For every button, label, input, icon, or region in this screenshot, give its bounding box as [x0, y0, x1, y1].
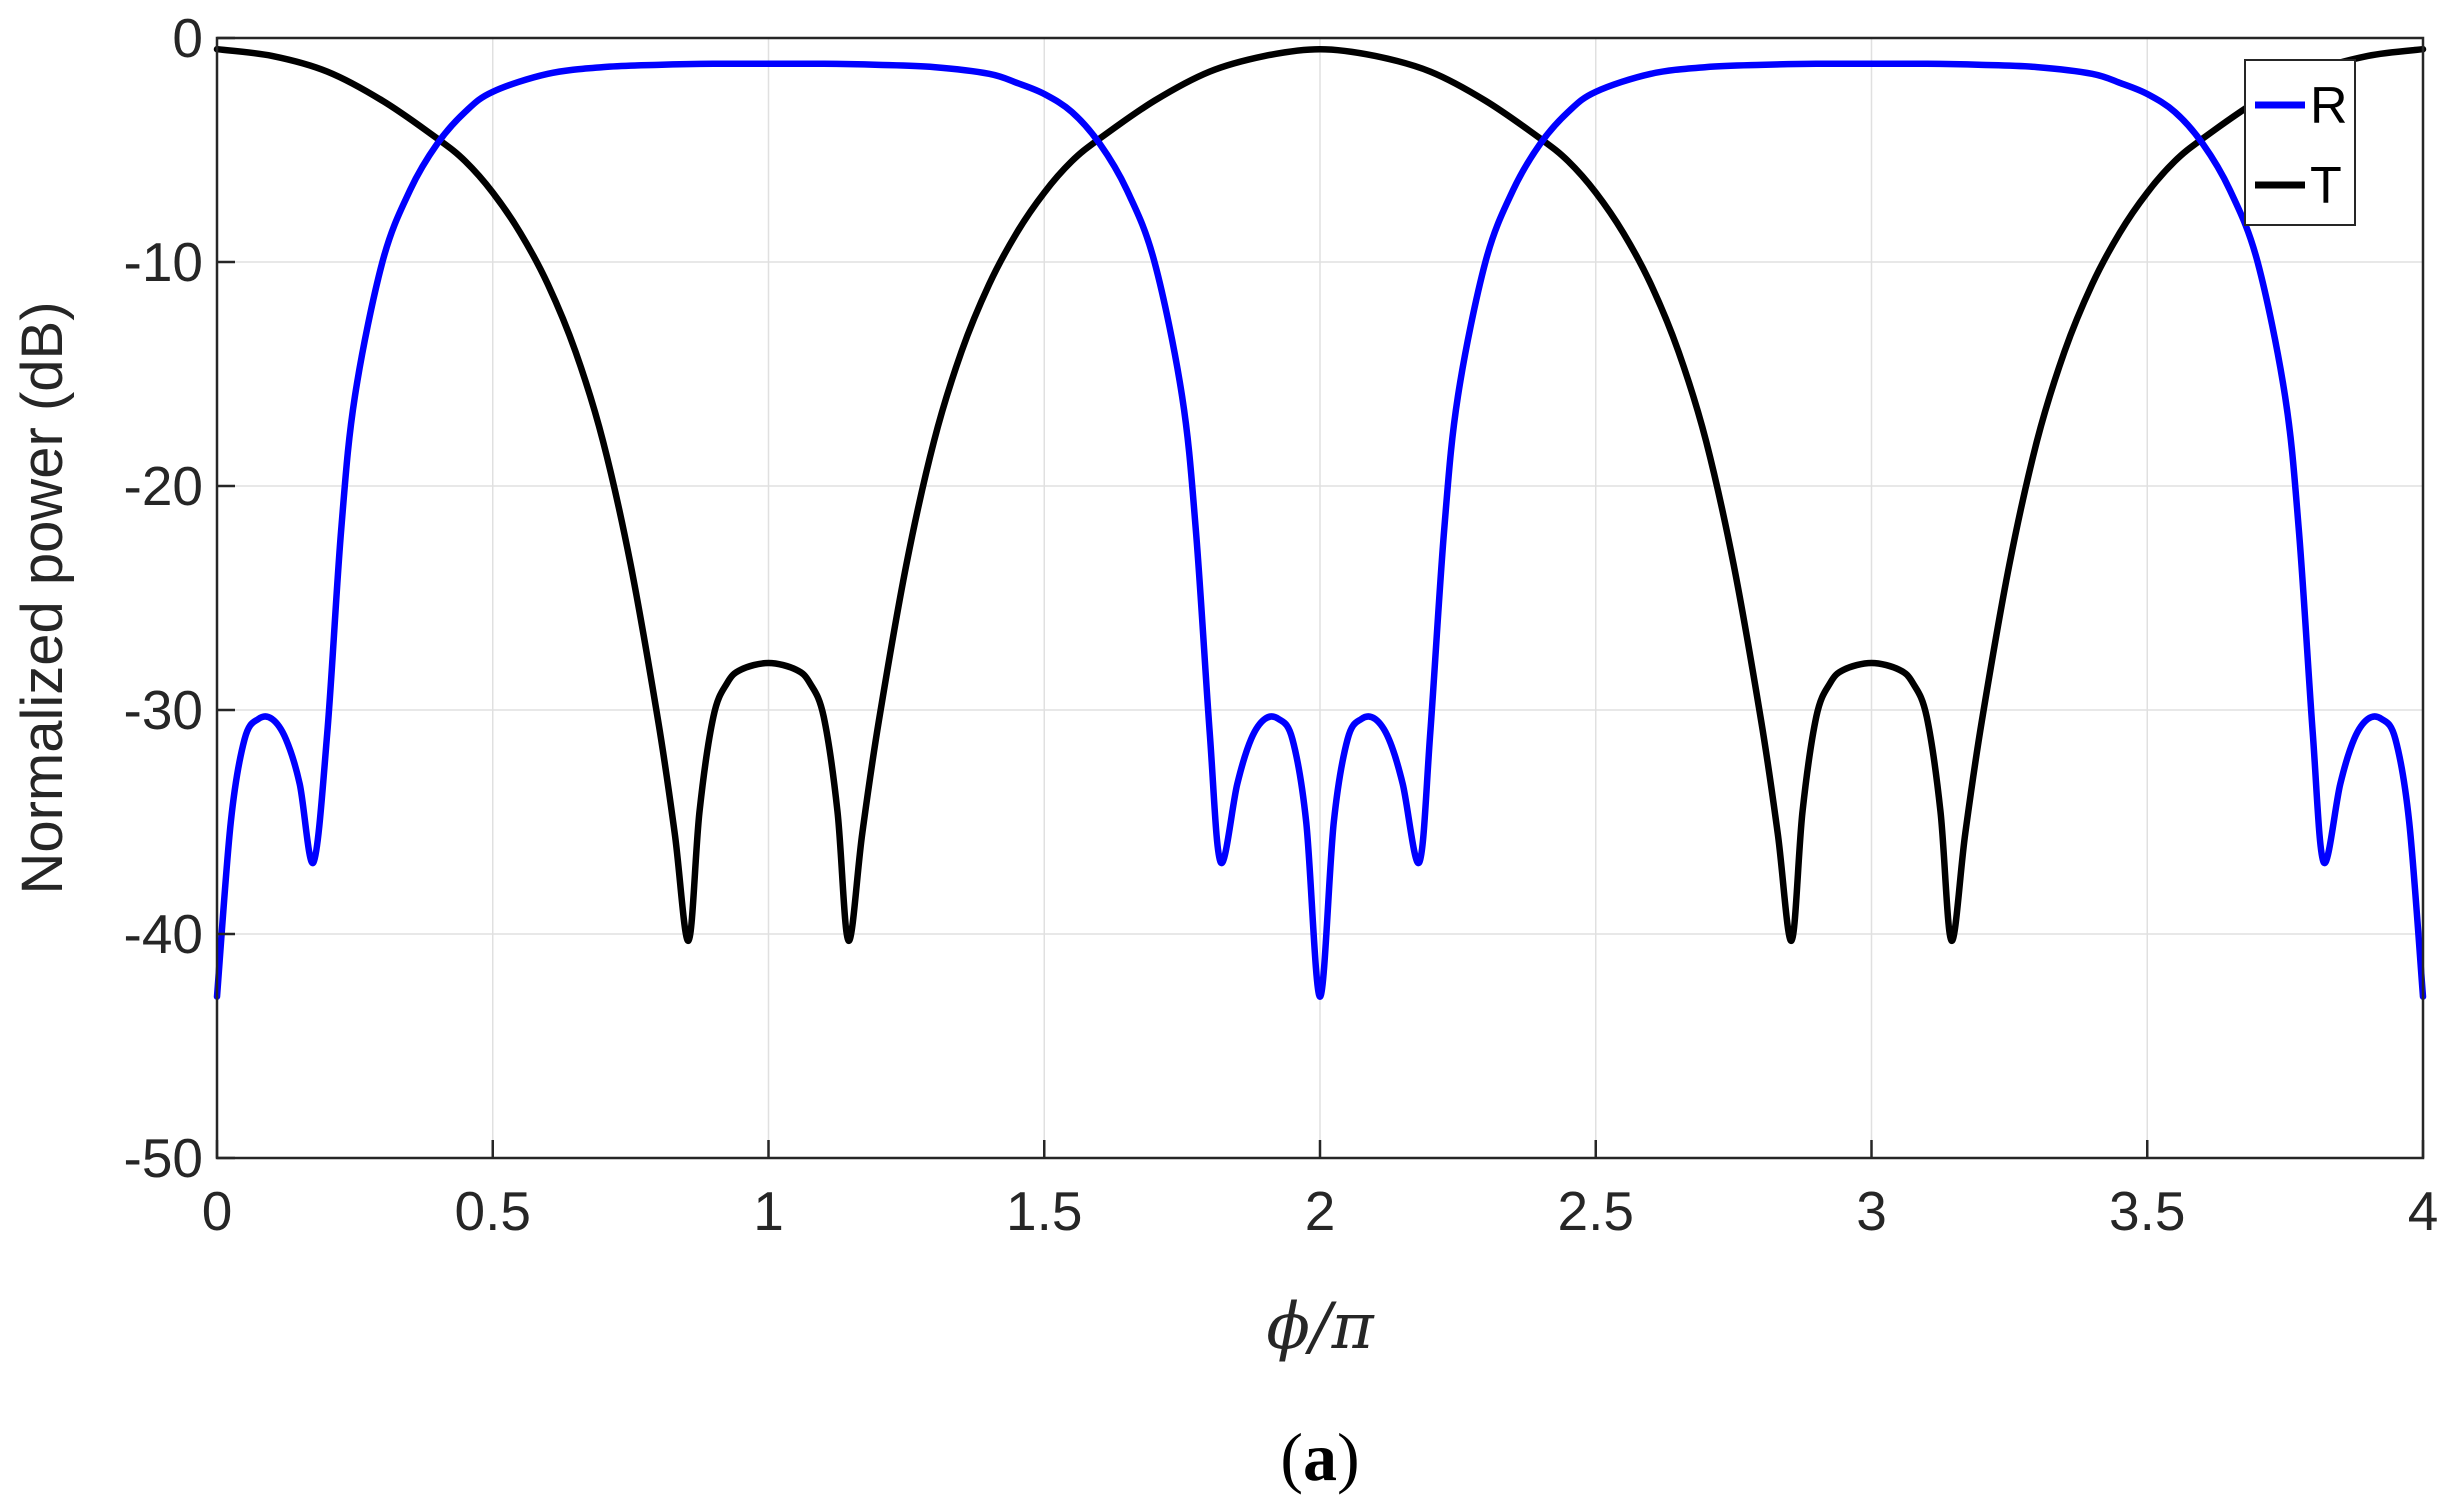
legend-label-T: T [2310, 157, 2342, 215]
x-tick-label: 1.5 [1006, 1180, 1082, 1242]
series-line-R [213, 60, 2427, 1000]
legend-box [2244, 59, 2356, 226]
y-tick-label: -40 [124, 903, 204, 965]
x-tick-label: 0 [202, 1180, 233, 1242]
y-axis-label: Normalized power (dB) [10, 301, 75, 894]
series-line-T [213, 45, 2427, 944]
caption-close-paren: ) [1337, 1419, 1360, 1495]
y-tick-label: -10 [124, 231, 204, 293]
x-tick-label: 3.5 [2109, 1180, 2185, 1242]
x-tick-label: 4 [2408, 1180, 2439, 1242]
y-tick-label: -30 [124, 679, 204, 741]
caption-open-paren: ( [1280, 1419, 1303, 1495]
x-tick-label: 1 [753, 1180, 784, 1242]
figure-caption: (a) [1280, 1419, 1359, 1495]
x-axis-ticks: 0 0.5 1 1.5 2 2.5 3 3.5 4 [202, 1140, 2439, 1242]
y-axis-ticks: 0 -10 -20 -30 -40 -50 [124, 7, 235, 1189]
legend-label-R: R [2310, 77, 2348, 135]
legend: RT [2244, 59, 2356, 226]
y-tick-label: -20 [124, 455, 204, 517]
x-tick-label: 2.5 [1558, 1180, 1634, 1242]
caption-letter: a [1303, 1419, 1337, 1495]
y-tick-label: -50 [124, 1127, 204, 1189]
x-tick-label: 3 [1856, 1180, 1887, 1242]
y-tick-label: 0 [172, 7, 203, 69]
x-tick-label: 2 [1305, 1180, 1336, 1242]
series-layer [213, 45, 2427, 1000]
x-tick-label: 0.5 [455, 1180, 531, 1242]
x-axis-label: ϕ/π [1266, 1290, 1374, 1364]
